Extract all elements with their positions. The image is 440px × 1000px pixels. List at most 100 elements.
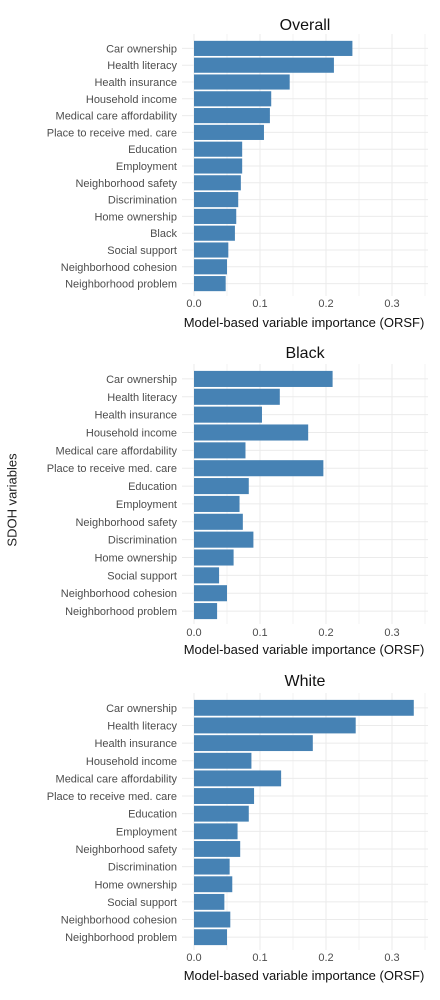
category-tick-label: Discrimination bbox=[108, 862, 177, 874]
bar bbox=[194, 388, 280, 405]
bar bbox=[194, 40, 353, 56]
bar bbox=[194, 124, 264, 140]
category-tick-label: Medical care affordability bbox=[56, 111, 178, 123]
bar bbox=[194, 567, 220, 584]
category-tick-label: Neighborhood problem bbox=[65, 279, 177, 291]
x-tick-label: 0.3 bbox=[384, 298, 399, 310]
category-tick-label: Neighborhood problem bbox=[65, 606, 177, 618]
category-tick-label: Social support bbox=[107, 245, 177, 257]
category-tick-label: Neighborhood safety bbox=[75, 844, 177, 856]
bar bbox=[194, 225, 235, 241]
category-tick-label: Health literacy bbox=[107, 720, 177, 732]
panel-white: White Model-based variable importance (O… bbox=[47, 673, 428, 983]
category-tick-label: Car ownership bbox=[106, 43, 177, 55]
bar bbox=[194, 876, 233, 893]
panel-title: Black bbox=[285, 345, 325, 362]
bar bbox=[194, 141, 243, 157]
bar bbox=[194, 424, 309, 441]
category-tick-label: Home ownership bbox=[94, 211, 177, 223]
panel-title: Overall bbox=[280, 17, 331, 34]
bar bbox=[194, 406, 262, 423]
bar bbox=[194, 893, 225, 910]
x-axis-title: Model-based variable importance (ORSF) bbox=[184, 968, 425, 983]
category-tick-label: Social support bbox=[107, 570, 177, 582]
bar bbox=[194, 841, 241, 857]
x-tick-label: 0.1 bbox=[252, 627, 267, 639]
x-tick-label: 0.2 bbox=[318, 298, 333, 310]
x-tick-label: 0.0 bbox=[186, 298, 201, 310]
bar bbox=[194, 74, 290, 90]
category-tick-label: Health literacy bbox=[107, 60, 177, 72]
category-tick-label: Discrimination bbox=[108, 535, 177, 547]
category-tick-label: Place to receive med. care bbox=[47, 791, 177, 803]
bar bbox=[194, 442, 246, 459]
bar bbox=[194, 603, 218, 620]
bar bbox=[194, 531, 254, 548]
category-tick-label: Home ownership bbox=[94, 553, 177, 565]
category-tick-label: Household income bbox=[86, 94, 177, 106]
x-axis-title: Model-based variable importance (ORSF) bbox=[184, 642, 425, 657]
bar bbox=[194, 858, 230, 875]
bar bbox=[194, 513, 243, 530]
bar bbox=[194, 699, 414, 716]
category-tick-label: Neighborhood cohesion bbox=[61, 262, 177, 274]
bar bbox=[194, 478, 249, 495]
category-tick-label: Health insurance bbox=[94, 77, 177, 89]
category-tick-label: Place to receive med. care bbox=[47, 127, 177, 139]
x-tick-label: 0.3 bbox=[384, 627, 399, 639]
bar bbox=[194, 208, 237, 224]
category-tick-label: Medical care affordability bbox=[56, 773, 178, 785]
category-tick-label: Neighborhood cohesion bbox=[61, 915, 177, 927]
bar bbox=[194, 460, 324, 477]
panel-title: White bbox=[285, 673, 326, 690]
category-tick-label: Employment bbox=[116, 499, 177, 511]
bar bbox=[194, 158, 243, 174]
bar bbox=[194, 370, 333, 387]
category-tick-label: Education bbox=[128, 809, 177, 821]
category-tick-label: Discrimination bbox=[108, 195, 177, 207]
bar bbox=[194, 717, 356, 734]
category-tick-label: Black bbox=[150, 228, 177, 240]
bar bbox=[194, 549, 234, 566]
x-tick-label: 0.2 bbox=[318, 627, 333, 639]
bar bbox=[194, 805, 249, 822]
category-tick-label: Neighborhood safety bbox=[75, 178, 177, 190]
bar bbox=[194, 276, 226, 292]
x-tick-label: 0.1 bbox=[252, 952, 267, 964]
bar bbox=[194, 175, 241, 191]
category-tick-label: Employment bbox=[116, 161, 177, 173]
x-tick-label: 0.2 bbox=[318, 952, 333, 964]
category-tick-label: Health insurance bbox=[94, 410, 177, 422]
category-tick-label: Health insurance bbox=[94, 738, 177, 750]
bar bbox=[194, 752, 252, 769]
category-tick-label: Education bbox=[128, 144, 177, 156]
category-tick-label: Neighborhood safety bbox=[75, 517, 177, 529]
bar bbox=[194, 108, 270, 124]
x-tick-label: 0.3 bbox=[384, 952, 399, 964]
bar bbox=[194, 788, 255, 804]
bar bbox=[194, 929, 227, 946]
bar bbox=[194, 192, 239, 208]
x-tick-label: 0.1 bbox=[252, 298, 267, 310]
bar bbox=[194, 57, 334, 73]
bar bbox=[194, 770, 282, 787]
category-tick-label: Car ownership bbox=[106, 703, 177, 715]
x-tick-label: 0.0 bbox=[186, 952, 201, 964]
bar bbox=[194, 242, 229, 258]
category-tick-label: Neighborhood problem bbox=[65, 932, 177, 944]
category-tick-label: Health literacy bbox=[107, 392, 177, 404]
category-tick-label: Place to receive med. care bbox=[47, 463, 177, 475]
bar bbox=[194, 259, 227, 275]
category-tick-label: Neighborhood cohesion bbox=[61, 588, 177, 600]
category-tick-label: Education bbox=[128, 481, 177, 493]
bar bbox=[194, 91, 272, 107]
category-tick-label: Social support bbox=[107, 897, 177, 909]
bar bbox=[194, 823, 238, 840]
category-tick-label: Household income bbox=[86, 756, 177, 768]
x-tick-label: 0.0 bbox=[186, 627, 201, 639]
category-tick-label: Car ownership bbox=[106, 374, 177, 386]
bar bbox=[194, 911, 231, 928]
bar bbox=[194, 735, 313, 752]
category-tick-label: Household income bbox=[86, 428, 177, 440]
